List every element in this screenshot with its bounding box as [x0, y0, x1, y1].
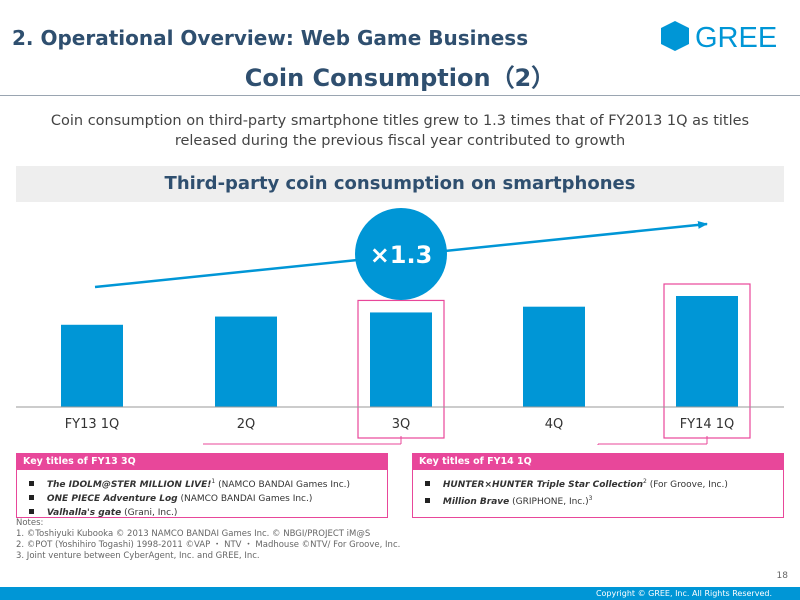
x-tick-label: 3Q: [392, 417, 411, 432]
key-titles-fy14-1q-list: HUNTER×HUNTER Triple Star Collection2 (F…: [413, 470, 783, 509]
footer-bar: Copyright © GREE, Inc. All Rights Reserv…: [0, 587, 800, 600]
subtitle-line-1: Coin consumption on third-party smartpho…: [50, 113, 750, 129]
bar-fy14-1q: [676, 296, 738, 407]
logo-text: GREE: [695, 22, 777, 54]
x-tick-label: FY13 1Q: [65, 417, 120, 432]
note-1: 1. ©Toshiyuki Kubooka © 2013 NAMCO BANDA…: [16, 529, 371, 539]
note-3: 3. Joint venture between CyberAgent, Inc…: [16, 551, 260, 561]
x-tick-label: FY14 1Q: [680, 417, 735, 432]
page-number: 18: [776, 571, 788, 581]
list-item: The IDOLM@STER MILLION LIVE!1 (NAMCO BAN…: [29, 475, 387, 492]
bar-chart: FY13 1Q 2Q 3Q 4Q FY14 1Q ×1.3: [16, 208, 784, 445]
key-titles-fy13-3q-header: Key titles of FY13 3Q: [17, 454, 387, 470]
growth-badge: [355, 208, 447, 300]
list-item: ONE PIECE Adventure Log (NAMCO BANDAI Ga…: [29, 492, 387, 506]
bar-3q: [370, 312, 432, 407]
slide-title: Coin Consumption（2）: [244, 64, 556, 92]
x-tick-label: 4Q: [545, 417, 564, 432]
gree-logo: GREE: [660, 18, 782, 54]
notes-heading: Notes:: [16, 518, 44, 528]
copyright: Copyright © GREE, Inc. All Rights Reserv…: [595, 589, 772, 598]
bar-fy13-1q: [61, 324, 123, 407]
section-title: 2. Operational Overview: Web Game Busine…: [12, 26, 529, 50]
subtitle-line-2: released during the previous fiscal year…: [174, 133, 626, 149]
growth-label: ×1.3: [370, 241, 433, 269]
x-tick-label: 2Q: [237, 417, 256, 432]
title-divider: [0, 95, 800, 96]
footnotes: Notes: 1. ©Toshiyuki Kubooka © 2013 NAMC…: [16, 518, 400, 562]
key-titles-fy14-1q: Key titles of FY14 1Q HUNTER×HUNTER Trip…: [412, 453, 784, 518]
key-titles-fy13-3q-list: The IDOLM@STER MILLION LIVE!1 (NAMCO BAN…: [17, 470, 387, 520]
list-item: HUNTER×HUNTER Triple Star Collection2 (F…: [425, 475, 783, 492]
note-2: 2. ©POT (Yoshihiro Togashi) 1998-2011 ©V…: [16, 540, 401, 550]
bar-2q: [215, 316, 277, 407]
chart-header: Third-party coin consumption on smartpho…: [16, 166, 784, 202]
list-item: Million Brave (GRIPHONE, Inc.)3: [425, 492, 783, 509]
key-titles-fy13-3q: Key titles of FY13 3Q The IDOLM@STER MIL…: [16, 453, 388, 518]
slide-subtitle: Coin consumption on third-party smartpho…: [0, 111, 800, 151]
key-titles-fy14-1q-header: Key titles of FY14 1Q: [413, 454, 783, 470]
list-item: Valhalla's gate (Grani, Inc.): [29, 506, 387, 520]
gree-hexagon-icon: [661, 21, 689, 51]
bar-4q: [523, 306, 585, 407]
